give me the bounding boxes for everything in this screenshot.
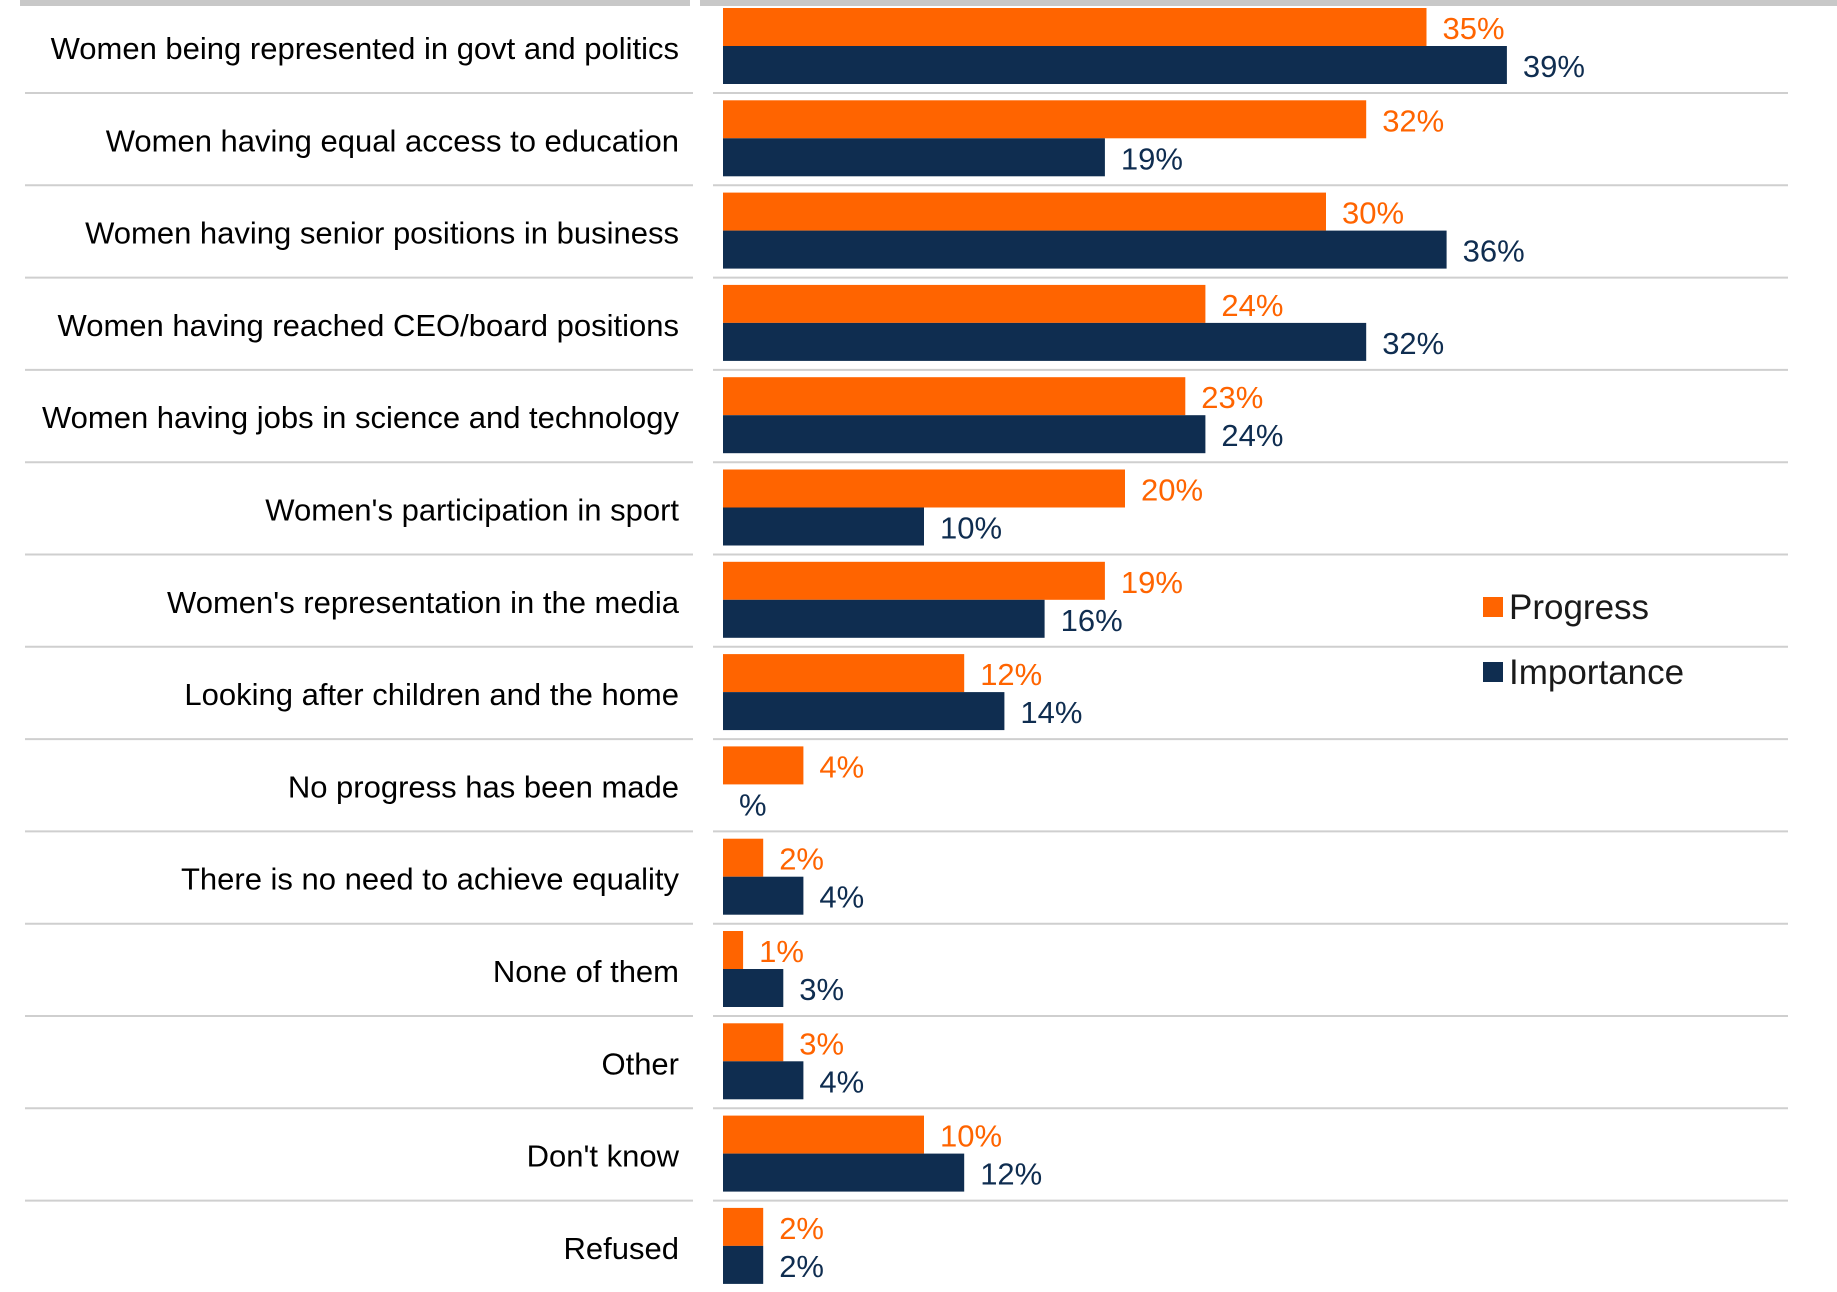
legend-swatch-importance <box>1483 662 1503 682</box>
value-label-importance-refused: 2% <box>779 1249 824 1284</box>
category-label-women-having-senior-positions-in-business: Women having senior positions in busines… <box>85 216 679 251</box>
top-border-left <box>20 0 690 6</box>
value-label-progress-looking-after-children-and-the-home: 12% <box>980 657 1042 692</box>
bar-importance-women-s-participation-in-sport <box>723 507 924 546</box>
bar-progress-women-having-reached-ceo-board-positions <box>723 284 1206 323</box>
bar-progress-women-having-senior-positions-in-business <box>723 192 1326 231</box>
bar-progress-women-being-represented-in-govt-and-politics <box>723 8 1427 46</box>
bar-importance-don-t-know <box>723 1153 965 1192</box>
value-label-importance-there-is-no-need-to-achieve-equality: 4% <box>819 880 864 915</box>
top-border-right <box>700 0 1837 6</box>
category-label-refused: Refused <box>564 1231 679 1266</box>
bar-importance-women-s-representation-in-the-media <box>723 599 1045 638</box>
bar-progress-there-is-no-need-to-achieve-equality <box>723 838 764 877</box>
category-label-women-s-participation-in-sport: Women's participation in sport <box>265 493 679 528</box>
bar-importance-looking-after-children-and-the-home <box>723 692 1005 731</box>
value-label-progress-women-s-representation-in-the-media: 19% <box>1121 565 1183 600</box>
legend-label-progress: Progress <box>1509 588 1649 627</box>
bar-progress-women-s-participation-in-sport <box>723 469 1125 508</box>
bar-importance-none-of-them <box>723 969 784 1007</box>
legend-label-importance: Importance <box>1509 653 1684 692</box>
value-label-importance-women-having-reached-ceo-board-positions: 32% <box>1382 326 1444 361</box>
value-label-importance-women-having-senior-positions-in-business: 36% <box>1463 234 1525 269</box>
category-label-women-having-equal-access-to-education: Women having equal access to education <box>106 123 679 158</box>
value-label-importance-women-having-jobs-in-science-and-technology: 24% <box>1221 418 1283 453</box>
category-label-other: Other <box>601 1046 679 1081</box>
bar-progress-women-s-representation-in-the-media <box>723 561 1105 600</box>
value-label-importance-women-s-representation-in-the-media: 16% <box>1061 603 1123 638</box>
bar-importance-there-is-no-need-to-achieve-equality <box>723 876 804 915</box>
value-label-progress-other: 3% <box>799 1026 844 1061</box>
bar-importance-women-having-reached-ceo-board-positions <box>723 322 1367 361</box>
value-label-importance-no-progress-has-been-made: % <box>739 787 767 822</box>
value-label-progress-women-having-senior-positions-in-business: 30% <box>1342 196 1404 231</box>
value-label-progress-none-of-them: 1% <box>759 934 804 969</box>
value-label-importance-other: 4% <box>819 1064 864 1099</box>
category-label-no-progress-has-been-made: No progress has been made <box>288 769 679 804</box>
value-label-progress-women-having-reached-ceo-board-positions: 24% <box>1221 288 1283 323</box>
category-label-women-being-represented-in-govt-and-politics: Women being represented in govt and poli… <box>51 31 679 66</box>
category-label-women-having-jobs-in-science-and-technology: Women having jobs in science and technol… <box>42 400 680 435</box>
bar-importance-other <box>723 1061 804 1100</box>
value-label-importance-women-s-participation-in-sport: 10% <box>940 511 1002 546</box>
value-label-progress-women-having-jobs-in-science-and-technology: 23% <box>1201 380 1263 415</box>
bars <box>723 8 1507 1284</box>
value-label-progress-women-s-participation-in-sport: 20% <box>1141 473 1203 508</box>
value-label-progress-no-progress-has-been-made: 4% <box>819 749 864 784</box>
value-label-progress-women-having-equal-access-to-education: 32% <box>1382 103 1444 138</box>
value-label-importance-looking-after-children-and-the-home: 14% <box>1020 695 1082 730</box>
bar-progress-don-t-know <box>723 1115 924 1154</box>
value-label-progress-don-t-know: 10% <box>940 1119 1002 1154</box>
legend: Progress Importance <box>1483 588 1684 692</box>
category-label-women-s-representation-in-the-media: Women's representation in the media <box>167 585 680 620</box>
bar-progress-women-having-equal-access-to-education <box>723 100 1367 139</box>
labels: Women being represented in govt and poli… <box>42 11 1585 1284</box>
value-label-importance-none-of-them: 3% <box>799 972 844 1007</box>
value-label-progress-there-is-no-need-to-achieve-equality: 2% <box>779 842 824 877</box>
bar-importance-women-having-equal-access-to-education <box>723 138 1105 177</box>
category-label-women-having-reached-ceo-board-positions: Women having reached CEO/board positions <box>58 308 680 343</box>
bar-progress-women-having-jobs-in-science-and-technology <box>723 377 1186 416</box>
bar-progress-other <box>723 1023 784 1062</box>
value-label-importance-women-being-represented-in-govt-and-politics: 39% <box>1523 49 1585 84</box>
category-label-don-t-know: Don't know <box>527 1139 680 1174</box>
category-label-none-of-them: None of them <box>493 954 679 989</box>
value-label-importance-don-t-know: 12% <box>980 1157 1042 1192</box>
bar-importance-refused <box>723 1245 764 1284</box>
legend-swatch-progress <box>1483 597 1503 617</box>
value-label-progress-refused: 2% <box>779 1211 824 1246</box>
bar-importance-women-having-senior-positions-in-business <box>723 230 1447 269</box>
bar-progress-looking-after-children-and-the-home <box>723 654 965 693</box>
gridlines <box>25 92 1788 1202</box>
value-label-importance-women-having-equal-access-to-education: 19% <box>1121 141 1183 176</box>
bar-progress-no-progress-has-been-made <box>723 746 804 785</box>
value-label-progress-women-being-represented-in-govt-and-politics: 35% <box>1443 11 1505 46</box>
bar-progress-none-of-them <box>723 931 744 969</box>
bar-importance-women-having-jobs-in-science-and-technology <box>723 415 1206 454</box>
bar-importance-women-being-represented-in-govt-and-politics <box>723 46 1507 84</box>
category-label-there-is-no-need-to-achieve-equality: There is no need to achieve equality <box>181 862 680 897</box>
category-label-looking-after-children-and-the-home: Looking after children and the home <box>184 677 679 712</box>
bar-progress-refused <box>723 1207 764 1246</box>
